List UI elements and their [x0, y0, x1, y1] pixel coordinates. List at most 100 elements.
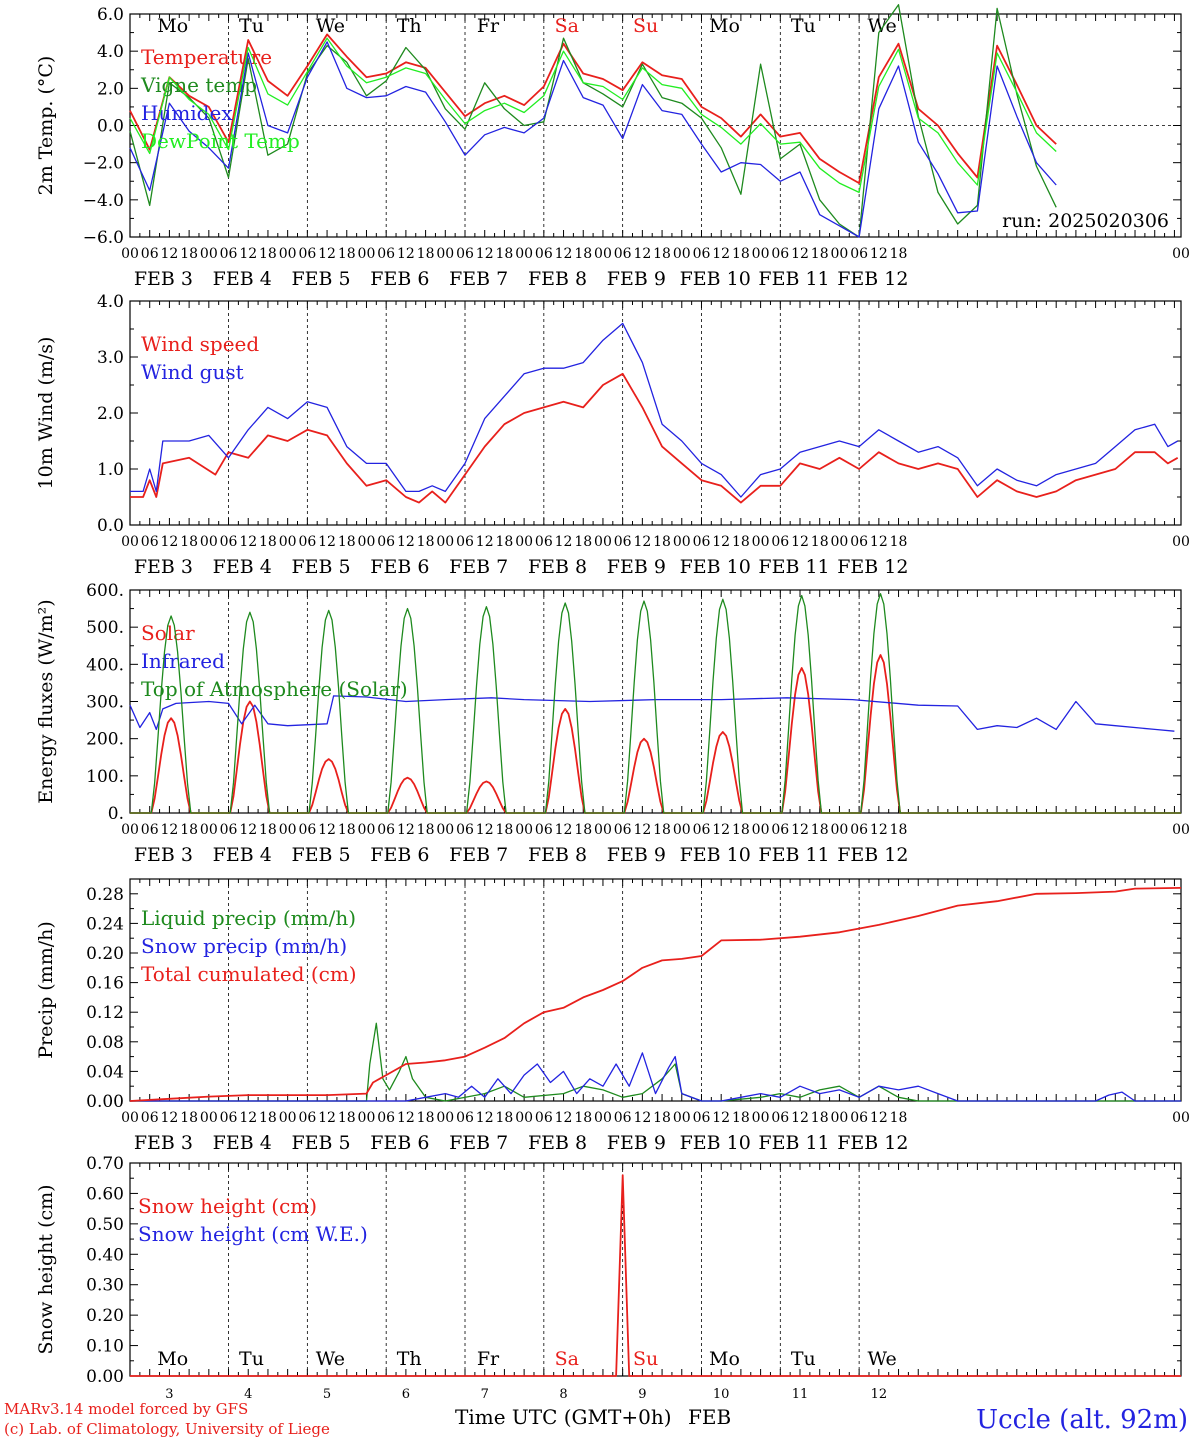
y-tick-label: −4.0 — [83, 191, 124, 211]
hour-label: 00 — [673, 246, 691, 262]
date-label: FEB 11 — [758, 556, 829, 578]
date-label: FEB 3 — [134, 844, 193, 866]
day-number-label: 7 — [481, 1387, 489, 1402]
hour-label: 00 — [1172, 246, 1190, 262]
date-label: FEB 12 — [837, 844, 908, 866]
hour-label: 00 — [515, 1110, 533, 1126]
date-label: FEB 11 — [758, 268, 829, 290]
y-axis-label: 2m Temp. (°C) — [35, 56, 57, 196]
hour-label: 06 — [377, 1110, 395, 1126]
day-number-label: 12 — [871, 1387, 888, 1402]
hour-label: 06 — [850, 534, 868, 550]
hour-label: 00 — [831, 822, 849, 838]
y-axis-label: Snow height (cm) — [35, 1184, 57, 1354]
hour-label: 12 — [633, 534, 651, 550]
date-label: FEB 8 — [528, 268, 587, 290]
hour-label: 06 — [850, 246, 868, 262]
hour-label: 06 — [771, 246, 789, 262]
day-number-label: 8 — [559, 1387, 567, 1402]
hour-label: 12 — [239, 1110, 257, 1126]
hour-label: 12 — [791, 1110, 809, 1126]
y-tick-label: 0.70 — [86, 1154, 124, 1174]
legend-entry: Wind gust — [141, 360, 244, 384]
y-tick-label: 0.60 — [86, 1184, 124, 1204]
hour-label: 18 — [259, 1110, 277, 1126]
day-name-label: We — [868, 1348, 897, 1370]
date-label: FEB 8 — [528, 844, 587, 866]
hour-label: 00 — [752, 534, 770, 550]
hour-label: 12 — [476, 246, 494, 262]
hour-label: 18 — [496, 822, 514, 838]
hour-label: 18 — [338, 822, 356, 838]
hour-label: 00 — [279, 822, 297, 838]
date-label: FEB 10 — [680, 844, 751, 866]
hour-label: 00 — [752, 1110, 770, 1126]
hour-label: 12 — [712, 822, 730, 838]
hour-label: 12 — [633, 822, 651, 838]
y-axis-label: Precip (mm/h) — [35, 921, 57, 1059]
hour-label: 06 — [220, 246, 238, 262]
hour-label: 06 — [693, 246, 711, 262]
series-line-snow-height-cm — [130, 1174, 1181, 1377]
series-line-dewpoint-temp — [129, 37, 1057, 194]
day-name-label: Th — [397, 1348, 422, 1370]
hour-label: 12 — [791, 534, 809, 550]
hour-label: 06 — [771, 822, 789, 838]
hour-label: 18 — [653, 246, 671, 262]
date-label: FEB 6 — [370, 556, 429, 578]
date-label: FEB 9 — [607, 844, 666, 866]
hour-label: 06 — [298, 1110, 316, 1126]
hour-label: 06 — [535, 534, 553, 550]
hour-label: 06 — [850, 1110, 868, 1126]
hour-label: 18 — [259, 534, 277, 550]
hour-label: 12 — [239, 246, 257, 262]
hour-label: 12 — [791, 246, 809, 262]
hour-label: 12 — [397, 246, 415, 262]
date-label: FEB 3 — [134, 268, 193, 290]
date-label: FEB 4 — [213, 844, 272, 866]
legend-entry: Vigne temp — [140, 73, 257, 97]
hour-label: 12 — [870, 534, 888, 550]
date-label: FEB 8 — [528, 1132, 587, 1154]
hour-label: 12 — [397, 822, 415, 838]
date-label: FEB 9 — [607, 268, 666, 290]
hour-label: 00 — [515, 822, 533, 838]
date-label: FEB 3 — [134, 556, 193, 578]
series-line-snow-precip-mm-h — [130, 1052, 1181, 1102]
legend-entry: Snow precip (mm/h) — [141, 934, 347, 958]
hour-label: 18 — [496, 246, 514, 262]
hour-label: 00 — [673, 534, 691, 550]
hour-label: 12 — [555, 822, 573, 838]
hour-label: 00 — [673, 822, 691, 838]
day-number-label: 6 — [402, 1387, 410, 1402]
date-label: FEB 4 — [213, 1132, 272, 1154]
hour-label: 18 — [417, 1110, 435, 1126]
hour-label: 06 — [141, 534, 159, 550]
y-tick-label: 0.20 — [86, 1306, 124, 1326]
y-tick-label: 2.0 — [97, 404, 124, 424]
hour-label: 18 — [180, 534, 198, 550]
hour-label: 00 — [121, 1110, 139, 1126]
y-tick-label: 0.30 — [86, 1276, 124, 1296]
hour-label: 18 — [653, 534, 671, 550]
hour-label: 18 — [890, 534, 908, 550]
hour-label: 00 — [1172, 534, 1190, 550]
hour-label: 06 — [614, 1110, 632, 1126]
date-label: FEB 7 — [449, 556, 508, 578]
hour-label: 06 — [771, 1110, 789, 1126]
y-tick-label: 0.50 — [86, 1215, 124, 1235]
day-name-label: Tu — [791, 1348, 816, 1370]
hour-label: 06 — [220, 822, 238, 838]
hour-label: 18 — [180, 246, 198, 262]
date-label: FEB 4 — [213, 268, 272, 290]
hour-label: 00 — [831, 534, 849, 550]
hour-label: 12 — [633, 246, 651, 262]
day-number-label: 4 — [244, 1387, 252, 1402]
day-name-label: Mo — [709, 1348, 740, 1370]
day-name-label: We — [316, 15, 345, 37]
hour-label: 00 — [436, 822, 454, 838]
hour-label: 00 — [594, 246, 612, 262]
hour-label: 06 — [693, 822, 711, 838]
day-name-label: We — [316, 1348, 345, 1370]
hour-label: 12 — [160, 534, 178, 550]
